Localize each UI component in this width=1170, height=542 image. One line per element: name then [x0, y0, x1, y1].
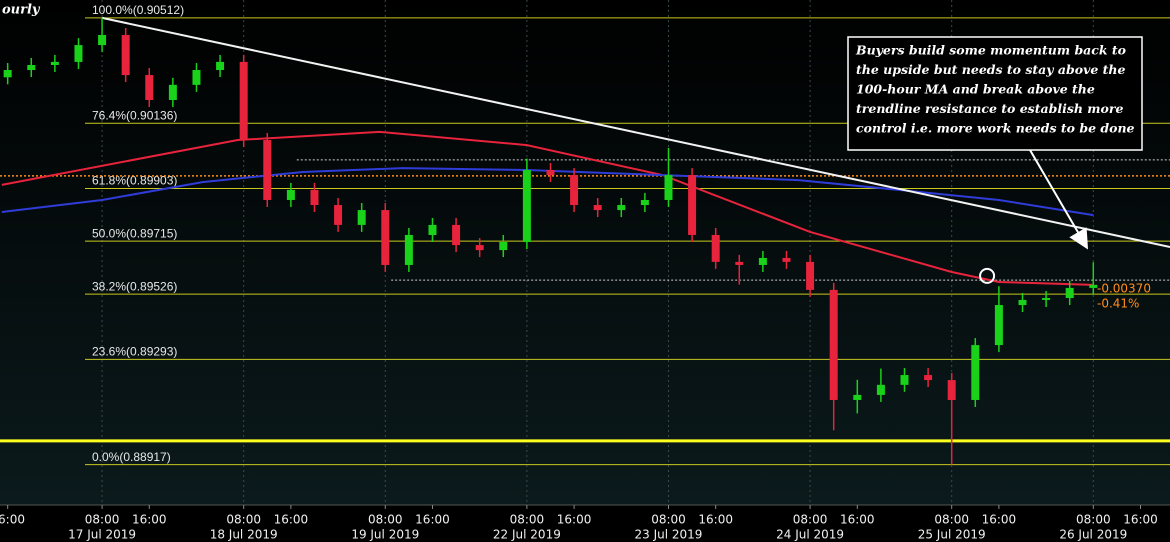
annotation-box: [847, 36, 1143, 151]
candle-body: [570, 175, 579, 206]
candle-body: [121, 35, 130, 76]
fib-label: 50.0%(0.89715): [92, 226, 177, 240]
candle-body: [711, 234, 720, 262]
x-tick-label: 16:00: [415, 513, 450, 527]
annotation-text: trendline resistance to establish more: [856, 101, 1123, 116]
candle-body: [98, 35, 107, 46]
candle-body: [428, 224, 437, 235]
x-tick-label: 16:00: [132, 513, 167, 527]
candle-body: [876, 384, 885, 395]
x-tick-label: 08:00: [226, 513, 261, 527]
candle-body: [806, 261, 815, 290]
fib-label: 23.6%(0.89293): [92, 345, 177, 359]
x-tick-label: 16:00: [840, 513, 875, 527]
candle-body: [900, 375, 909, 385]
annotation-text: control i.e. more work needs to be done: [856, 121, 1135, 136]
chart-title: ourly: [2, 3, 41, 18]
candle-body: [1065, 287, 1074, 299]
candle-body: [216, 61, 225, 71]
x-tick-label: 08:00: [368, 513, 403, 527]
candle-body: [853, 394, 862, 400]
date-tick-label: 17 Jul 2019: [68, 528, 136, 542]
axis-background: [0, 505, 1170, 542]
candle-body: [50, 61, 59, 65]
candle-body: [334, 205, 343, 225]
candle-body: [499, 241, 508, 251]
candle-body: [1042, 298, 1051, 300]
candle-body: [688, 175, 697, 235]
x-tick-label: 16:00: [557, 513, 592, 527]
candle-body: [263, 140, 272, 200]
candle-body: [192, 70, 201, 85]
candle-body: [475, 245, 484, 251]
date-tick-label: 24 Jul 2019: [776, 528, 844, 542]
date-tick-label: 22 Jul 2019: [493, 528, 561, 542]
x-tick-label: 16:00: [982, 513, 1017, 527]
candle-body: [1018, 299, 1027, 306]
candle-body: [593, 205, 602, 211]
annotation-text: Buyers build some momentum back to: [855, 43, 1126, 58]
x-tick-label: 16:00: [274, 513, 309, 527]
candle-body: [381, 210, 390, 265]
x-tick-label: 08:00: [510, 513, 545, 527]
candle-body: [310, 189, 319, 206]
x-tick-label: 08:00: [793, 513, 828, 527]
annotation-text: 100-hour MA and break above the: [856, 82, 1095, 97]
date-tick-label: 25 Jul 2019: [918, 528, 986, 542]
line-series: [101, 16, 1170, 248]
candle-body: [452, 224, 461, 246]
candle-body: [145, 75, 154, 100]
x-tick-label: 08:00: [85, 513, 120, 527]
candle-body: [1089, 284, 1098, 288]
x-tick-label: 16:00: [0, 513, 25, 527]
date-tick-label: 19 Jul 2019: [351, 528, 419, 542]
candle-body: [617, 205, 626, 211]
candle-body: [3, 70, 12, 78]
candle-body: [758, 257, 767, 265]
fib-label: 61.8%(0.89903): [92, 174, 177, 188]
highlight-circle: [979, 267, 996, 284]
annotation-text: the upside but needs to stay above the: [856, 62, 1125, 77]
candle-body: [782, 257, 791, 262]
fib-label: 76.4%(0.90136): [92, 108, 177, 122]
candle-body: [27, 64, 36, 71]
candle-body: [522, 170, 531, 242]
fib-label: 100.0%(0.90512): [92, 3, 184, 17]
candle-body: [546, 170, 555, 176]
candle-body: [357, 210, 366, 225]
date-tick-label: 26 Jul 2019: [1059, 528, 1127, 542]
x-tick-label: 08:00: [934, 513, 969, 527]
x-tick-label: 08:00: [1076, 513, 1111, 527]
annotation-arrow: [1029, 149, 1089, 250]
candle-body: [924, 375, 933, 381]
candle-body: [404, 234, 413, 265]
candle-body: [168, 84, 177, 100]
date-tick-label: 18 Jul 2019: [210, 528, 278, 542]
candle-body: [664, 175, 673, 200]
candle-body: [640, 199, 649, 206]
candle-body: [239, 61, 248, 141]
x-tick-label: 16:00: [698, 513, 733, 527]
candle-body: [971, 345, 980, 400]
date-tick-label: 23 Jul 2019: [635, 528, 703, 542]
candle-body: [947, 380, 956, 400]
fib-label: 38.2%(0.89526): [92, 279, 177, 293]
change-label: -0.00370: [1097, 282, 1151, 296]
x-tick-label: 08:00: [651, 513, 686, 527]
fib-label: 0.0%(0.88917): [92, 450, 171, 464]
change-label: -0.41%: [1097, 297, 1139, 311]
candle-body: [994, 305, 1003, 346]
candle-body: [829, 289, 838, 400]
x-tick-label: 16:00: [1123, 513, 1158, 527]
candle-body: [286, 189, 295, 200]
plot: 100.0%(0.90512) 76.4%(0.90136) 61.8%(0.899…: [0, 0, 1170, 509]
candle-body: [735, 261, 744, 265]
candle-body: [74, 45, 83, 62]
